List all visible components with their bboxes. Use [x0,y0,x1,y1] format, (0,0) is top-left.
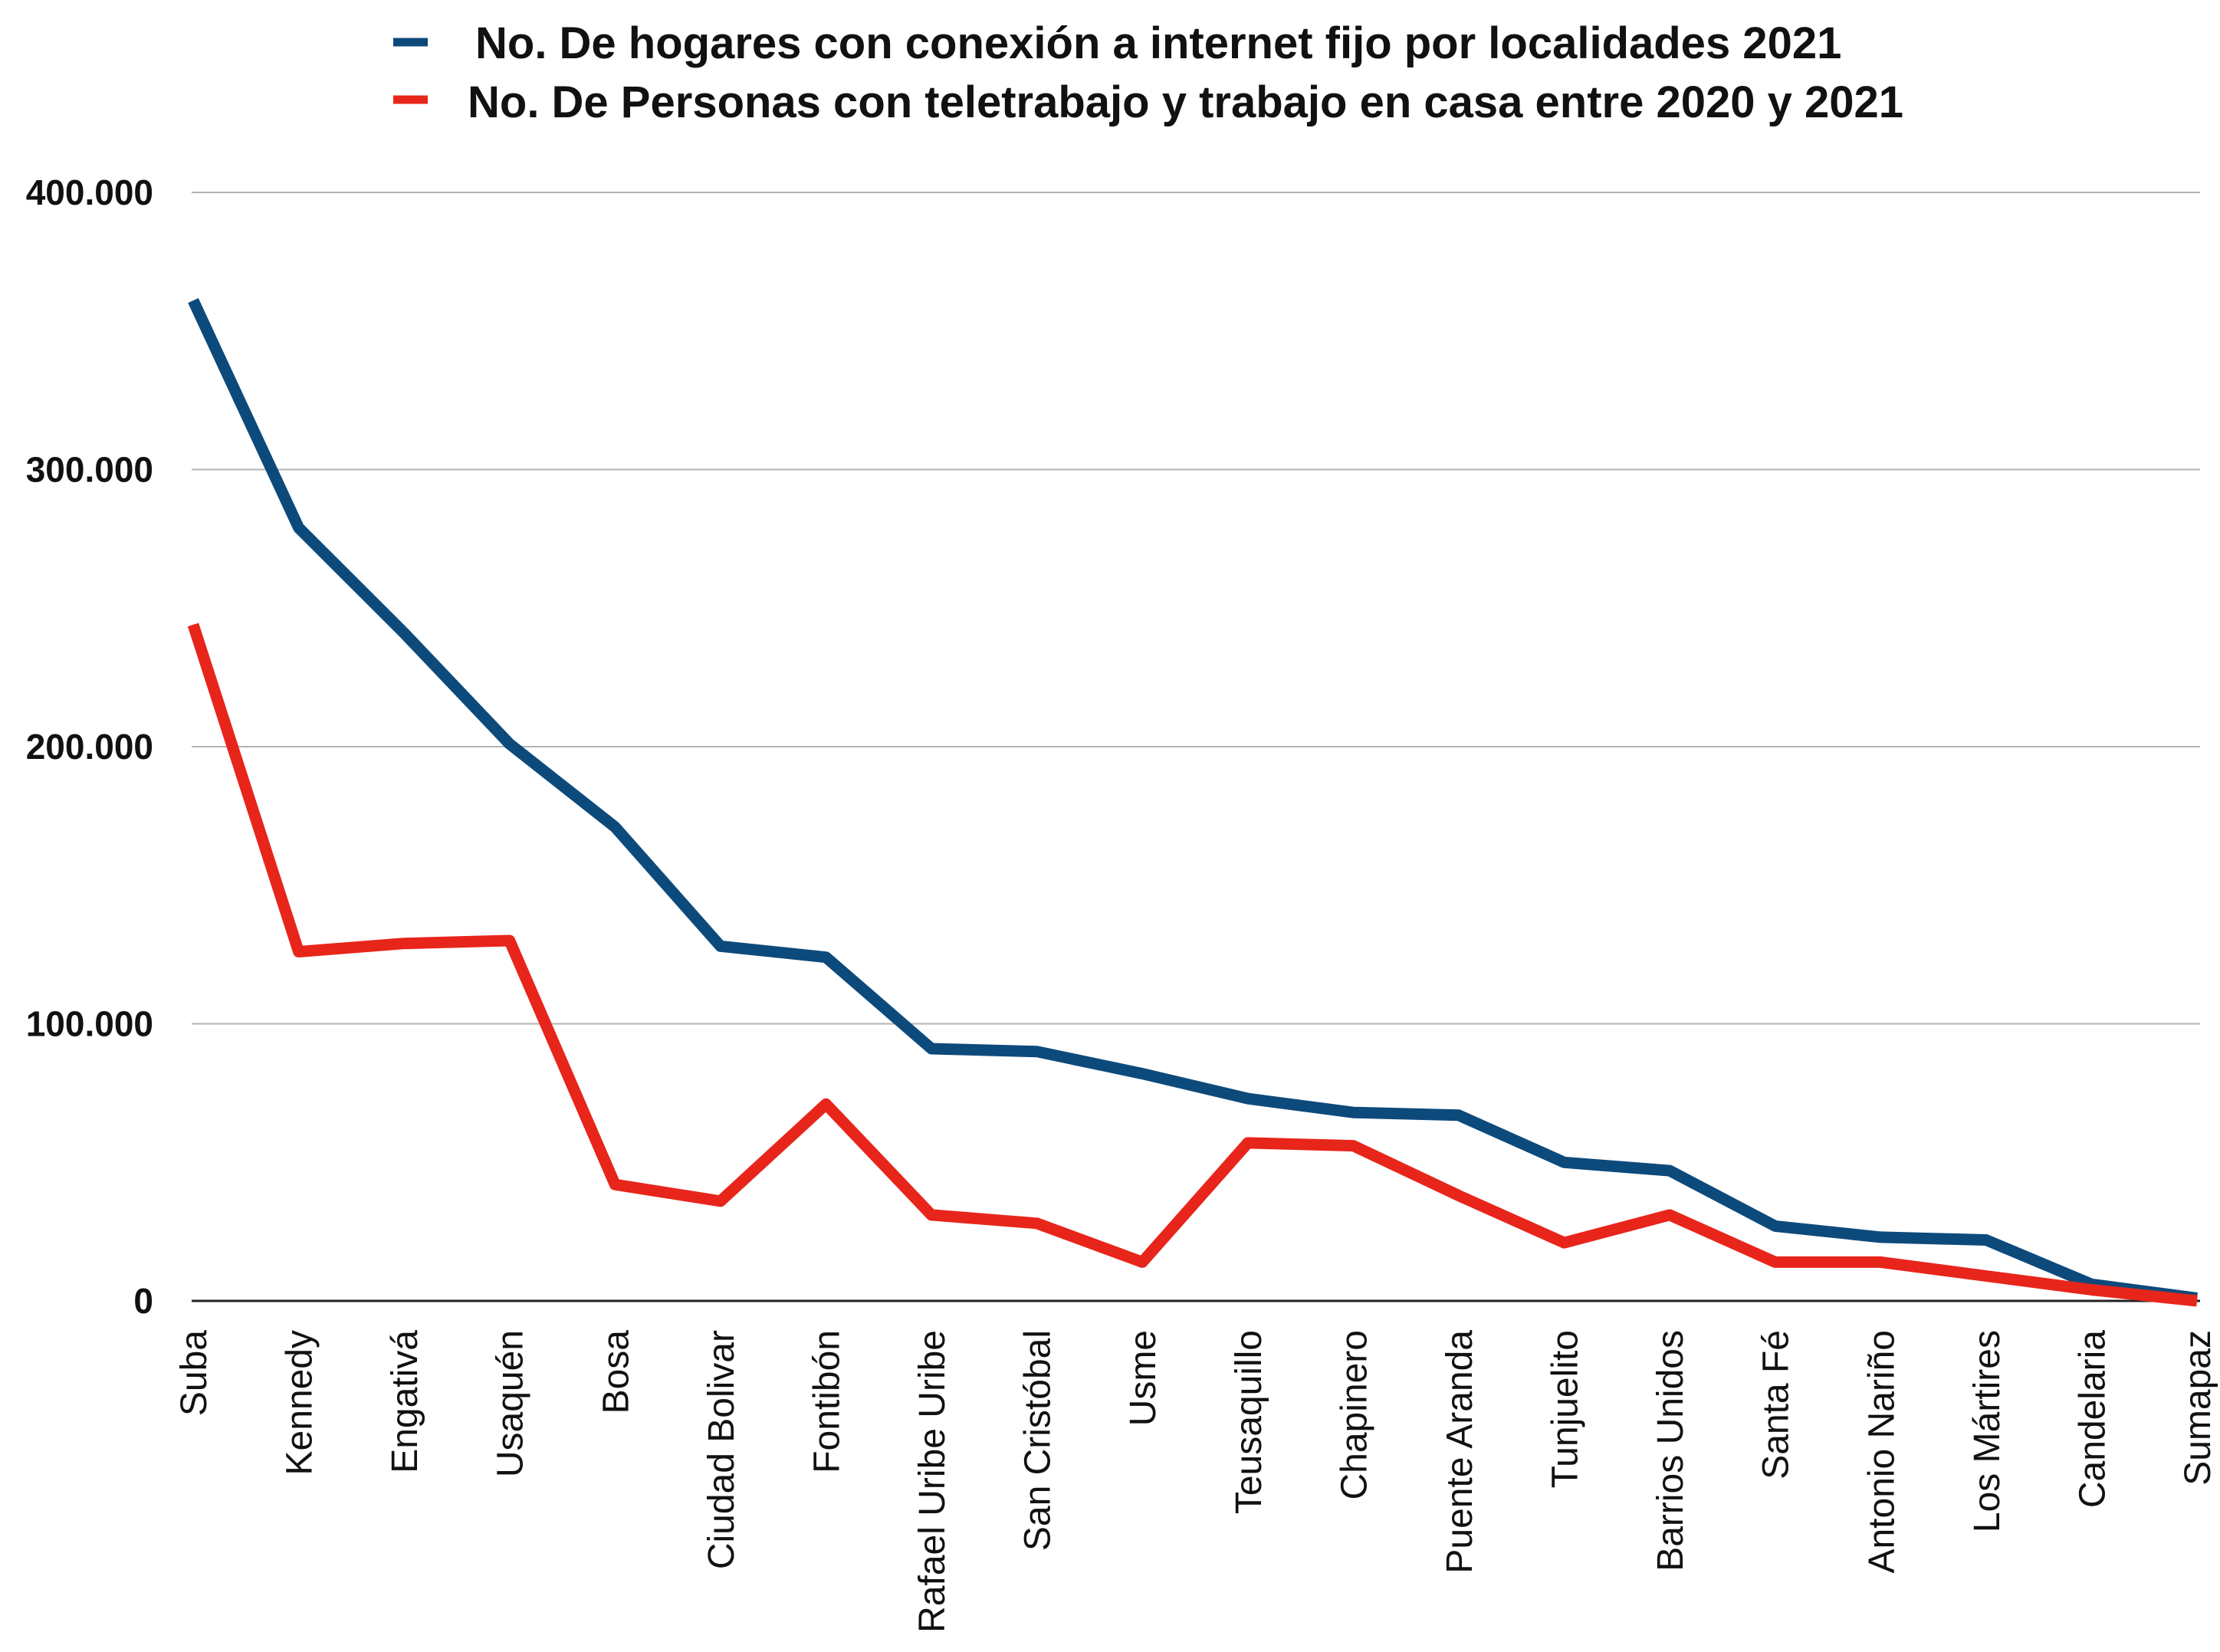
y-tick-label: 0 [133,1281,153,1321]
x-tick-label: Barrios Unidos [1650,1330,1691,1572]
x-tick-label: Antonio Nariño [1861,1330,1902,1574]
x-tick-label: Engativá [385,1330,425,1473]
x-tick-label: Ciudad Bolivar [701,1330,742,1569]
x-tick-label: Puente Aranda [1440,1330,1480,1574]
legend-label-hogares: No. De hogares con conexión a internet f… [475,18,1841,68]
y-tick-label: 300.000 [26,450,153,490]
x-tick-label: Usme [1123,1330,1164,1426]
x-tick-label: San Cristóbal [1018,1330,1059,1551]
x-tick-label: Sumapaz [2178,1330,2218,1486]
x-tick-label: Chapinero [1334,1330,1374,1499]
x-tick-label: Los Mártires [1967,1330,2008,1532]
x-tick-label: Usaquén [491,1330,531,1477]
x-axis-ticks: Suba Kennedy Engativá Usaquén Bosa Ciudad Bol… [174,1330,2218,1633]
y-axis-ticks: 0 100.000 200.000 300.000 400.000 [26,172,153,1321]
gridlines [192,192,2200,1302]
series-line-1 [187,622,2198,1307]
y-tick-label: 100.000 [26,1004,153,1044]
series-lines [187,297,2198,1307]
x-tick-label: Bosa [596,1330,636,1414]
x-tick-label: Santa Fé [1756,1330,1797,1480]
x-tick-label: Candelaria [2072,1330,2113,1508]
x-tick-label: Rafael Uribe Uribe [912,1330,953,1633]
x-tick-label: Tunjuelito [1545,1330,1586,1488]
series-line-0 [188,297,2198,1304]
x-tick-label: Suba [174,1330,215,1416]
legend-label-personas: No. De Personas con teletrabajo y trabaj… [468,77,1903,127]
x-tick-label: Kennedy [280,1330,320,1476]
x-tick-label: Teusaquillo [1229,1330,1269,1514]
y-tick-label: 400.000 [26,172,153,212]
legend: No. De hogares con conexión a internet f… [393,18,1903,127]
x-tick-label: Fontibón [806,1330,847,1473]
y-tick-label: 200.000 [26,727,153,767]
